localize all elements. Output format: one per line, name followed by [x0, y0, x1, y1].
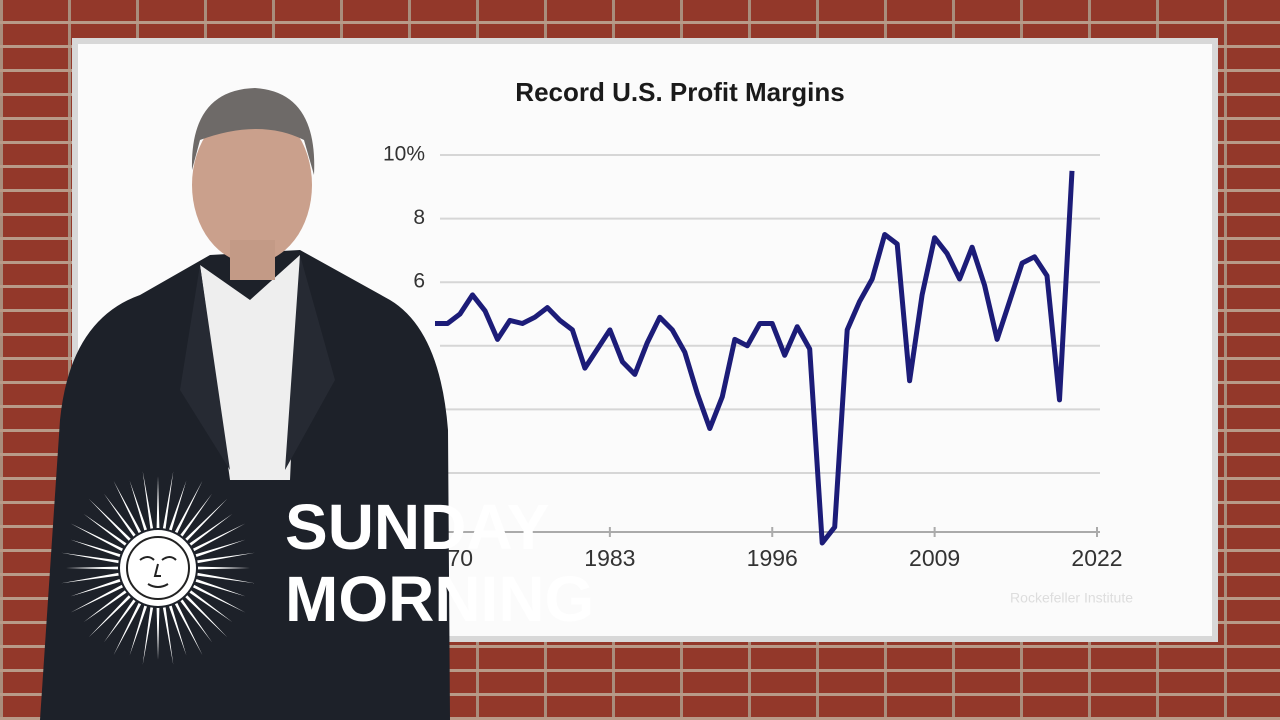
sun-ray [129, 480, 147, 531]
sun-ray [174, 603, 203, 656]
sun-ray [103, 599, 136, 643]
sun-ray [70, 539, 121, 557]
sun-ray [162, 471, 174, 529]
sun-ray [189, 513, 233, 546]
sun-ray [193, 523, 246, 552]
x-tick-label: 1996 [747, 545, 798, 571]
sun-ray [83, 590, 127, 623]
sun-ray [197, 572, 255, 584]
sun-ray [197, 552, 255, 564]
chart-source: Rockefeller Institute [1010, 590, 1133, 606]
sun-ray [142, 471, 154, 529]
x-tick-label: 2009 [909, 545, 960, 571]
sun-ray [156, 608, 160, 660]
sun-ray [113, 480, 142, 533]
sun-ray [113, 603, 142, 656]
sun-ray [88, 498, 131, 541]
sun-ray [70, 523, 123, 552]
sun-ray [88, 595, 131, 638]
sun-ray [169, 605, 187, 656]
sun-ray [189, 590, 233, 623]
sun-ray [61, 572, 119, 584]
sun-ray [185, 498, 228, 541]
y-tick-label: 10% [383, 143, 425, 166]
sun-ray [70, 579, 121, 597]
sun-ray [129, 605, 147, 656]
sun-ray [162, 607, 174, 665]
y-tick-label: 8 [413, 206, 425, 229]
x-tick-label: 1983 [584, 545, 635, 571]
sun-ray [70, 584, 123, 613]
x-tick-label: 2022 [1071, 545, 1122, 571]
sun-ray [66, 566, 118, 570]
sun-ray [103, 493, 136, 537]
chart-title: Record U.S. Profit Margins [515, 77, 844, 107]
sun-ray [185, 595, 228, 638]
sun-ray [180, 599, 213, 643]
sun-ray [156, 476, 160, 528]
sun-ray [174, 480, 203, 533]
sun-ray [193, 584, 246, 613]
sun-ray [180, 493, 213, 537]
sun-ray [142, 607, 154, 665]
sun-ray [61, 552, 119, 564]
logo-line: MORNING [285, 563, 594, 635]
sun-ray [198, 566, 250, 570]
y-tick-label: 6 [413, 270, 425, 293]
sun-ray [195, 539, 246, 557]
sun-emblem [61, 471, 255, 665]
sun-face-ring [126, 536, 190, 600]
sun-ray [195, 579, 246, 597]
sun-ray [169, 480, 187, 531]
sun-ray [83, 513, 127, 546]
data-line [435, 170, 1075, 546]
logo-line: SUNDAY [285, 491, 549, 563]
logo: SUNDAY MORNING [61, 471, 594, 665]
sun-face-features [139, 556, 177, 588]
